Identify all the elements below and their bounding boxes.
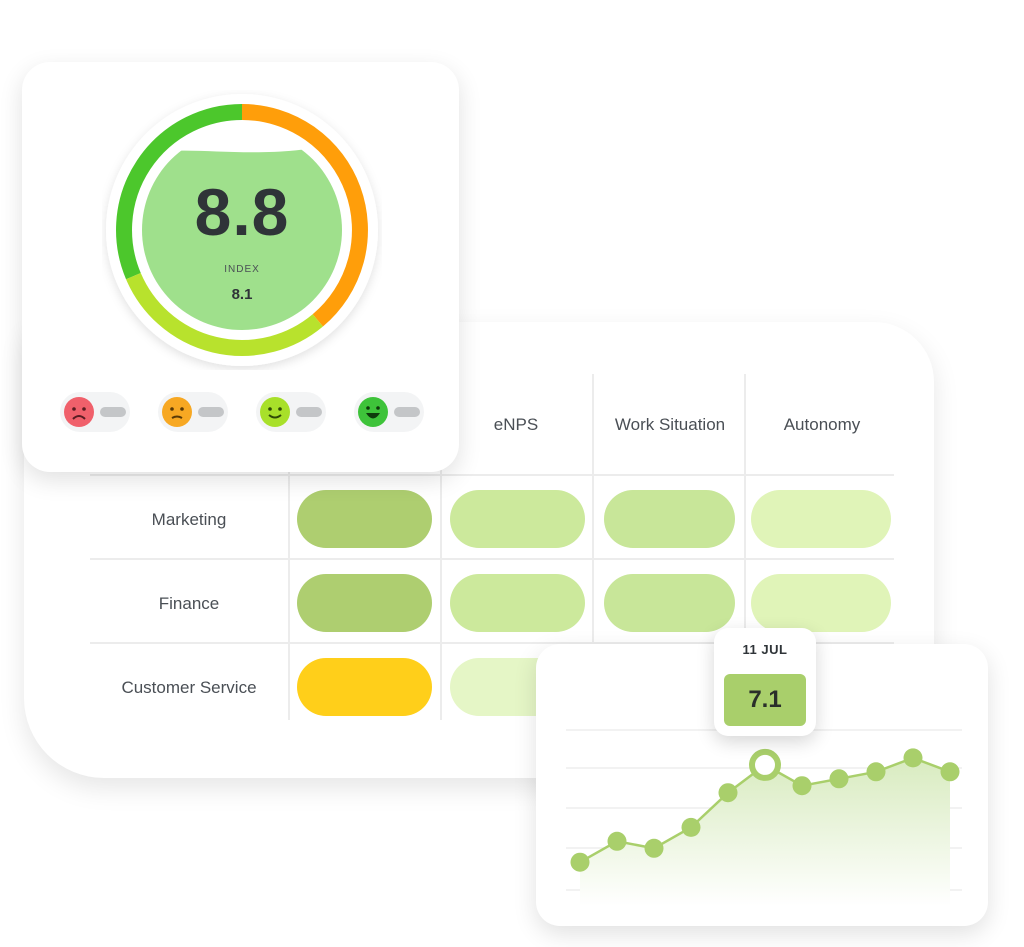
gauge-fill xyxy=(142,140,342,330)
heatmap-card: eNPS Work Situation Autonomy Marketing F… xyxy=(24,322,934,778)
legend-bar xyxy=(394,407,420,417)
trend-point xyxy=(903,748,923,768)
grid-line xyxy=(440,380,442,720)
grid-line xyxy=(744,374,746,720)
heat-cell[interactable] xyxy=(604,490,735,548)
tooltip-value: 7.1 xyxy=(724,674,806,726)
gauge-index-value: 8.1 xyxy=(231,286,253,303)
gauge-score: 8.8 xyxy=(194,175,290,249)
heat-cell[interactable] xyxy=(297,658,432,716)
trend-area xyxy=(580,757,950,906)
grid-line xyxy=(288,412,290,720)
trend-point xyxy=(829,769,849,789)
row-label-marketing: Marketing xyxy=(151,510,227,529)
legend-happy[interactable] xyxy=(354,392,424,432)
trend-chart xyxy=(566,729,962,906)
grid-line xyxy=(90,474,894,476)
trend-point xyxy=(940,762,960,782)
heat-cell[interactable] xyxy=(297,574,432,632)
column-header-work-situation: Work Situation xyxy=(614,415,726,434)
grid-line xyxy=(90,558,894,560)
legend-bar xyxy=(296,407,322,417)
trend-point xyxy=(681,817,701,837)
trend-point xyxy=(570,852,590,872)
gauge-arc-green xyxy=(116,104,243,280)
smile-face-icon xyxy=(260,397,290,427)
happy-face-icon xyxy=(358,397,388,427)
heat-cell[interactable] xyxy=(297,490,432,548)
column-header-autonomy: Autonomy xyxy=(783,415,861,434)
trend-tooltip: 11 JUL 7.1 xyxy=(714,628,816,736)
legend-sad[interactable] xyxy=(158,392,228,432)
gauge-ring xyxy=(106,94,378,366)
gauge-arc-orange xyxy=(241,104,368,327)
tooltip-date: 11 JUL xyxy=(742,642,788,657)
gauge-index-label: INDEX xyxy=(224,264,260,275)
trend-point xyxy=(644,838,664,858)
trend-point xyxy=(792,776,812,796)
trend-point xyxy=(607,831,627,851)
heat-cell[interactable] xyxy=(450,490,585,548)
row-label-customer-service: Customer Service xyxy=(121,678,257,697)
heat-cell[interactable] xyxy=(450,574,585,632)
grid-line xyxy=(90,642,894,644)
gauge-arc-lime xyxy=(126,272,323,356)
column-header-enps: eNPS xyxy=(493,415,539,434)
trend-point xyxy=(718,783,738,803)
trend-point-highlight xyxy=(749,748,781,781)
trend-points xyxy=(570,748,960,872)
trend-point xyxy=(866,762,886,782)
legend-smile[interactable] xyxy=(256,392,326,432)
legend-bar xyxy=(100,407,126,417)
sad-face-icon xyxy=(162,397,192,427)
heat-cell[interactable] xyxy=(751,490,891,548)
heat-cell[interactable] xyxy=(751,574,891,632)
legend-bar xyxy=(198,407,224,417)
gauge-card: 8.8 INDEX 8.1 xyxy=(22,62,459,472)
legend-very-sad[interactable] xyxy=(60,392,130,432)
heat-cell[interactable] xyxy=(604,574,735,632)
heatmap-grid xyxy=(24,322,934,778)
grid-line xyxy=(592,374,594,720)
very-sad-face-icon xyxy=(64,397,94,427)
row-label-finance: Finance xyxy=(158,594,220,613)
